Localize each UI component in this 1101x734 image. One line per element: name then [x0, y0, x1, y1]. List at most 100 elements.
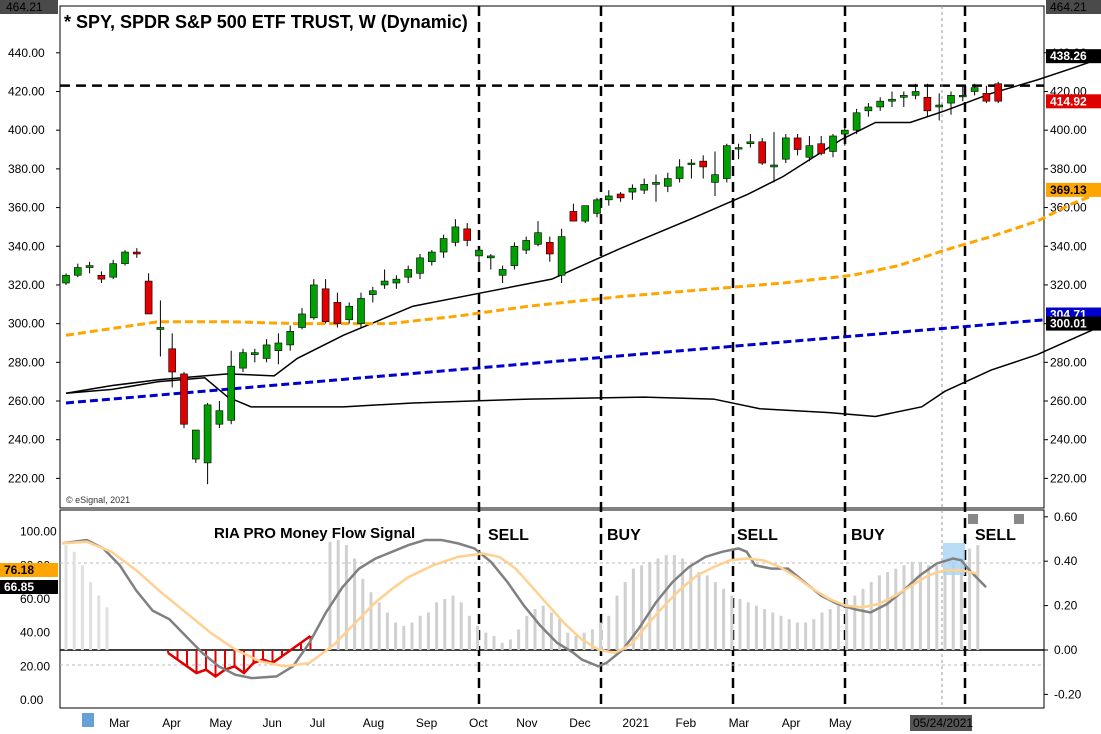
candle-body — [840, 129, 849, 135]
candle-body — [817, 143, 826, 154]
x-month-label: May — [209, 716, 232, 730]
candle-body — [109, 263, 117, 278]
y-tick-label-left: 400.00 — [8, 123, 45, 137]
y-tick-label-right: 400.00 — [1050, 123, 1087, 137]
candle-body — [781, 137, 790, 160]
y-tick-label-right: 340.00 — [1050, 239, 1087, 253]
ind-y-tick-label: 60.00 — [20, 592, 50, 606]
candle-body — [888, 98, 896, 102]
candle-body — [935, 104, 944, 108]
x-month-label: Apr — [782, 716, 801, 730]
overlay-line-ma-long — [65, 190, 1101, 337]
candle-body — [805, 145, 814, 158]
y-tick-label-left: 420.00 — [8, 84, 45, 98]
price-tag-bg — [1046, 182, 1101, 197]
y-tick-label-left: 300.00 — [8, 317, 45, 331]
signal-label: SELL — [975, 527, 1016, 544]
price-tag-label: 300.01 — [1050, 317, 1087, 331]
y-tick-label-right: 240.00 — [1050, 433, 1087, 447]
ind-right-tick-label: 0.20 — [1054, 599, 1078, 613]
candle-body — [758, 141, 767, 164]
candle-body — [911, 91, 920, 96]
candle-body — [864, 106, 873, 112]
candle-body — [829, 135, 837, 152]
x-month-label: Aug — [363, 716, 384, 730]
ind-right-tick-label: 0.00 — [1054, 643, 1078, 657]
candle-body — [569, 211, 578, 222]
candle-body — [203, 404, 212, 464]
ind-y-tick-label: 100.00 — [20, 525, 57, 539]
candle-body — [581, 205, 590, 222]
ind-right-tick-label: -0.20 — [1054, 687, 1082, 701]
price-panel-frame — [59, 5, 1045, 509]
y-tick-label-right: 220.00 — [1050, 471, 1087, 485]
candle-body — [746, 141, 755, 145]
candle-body — [274, 342, 283, 352]
candle-body — [404, 269, 413, 278]
candle-body — [251, 352, 259, 355]
candle-body — [711, 174, 719, 183]
candle-body — [793, 137, 802, 150]
date-marker-bg — [910, 715, 972, 731]
candle-body — [557, 236, 566, 276]
candle-body — [262, 344, 271, 359]
candle-body — [770, 164, 778, 168]
candle-body — [62, 274, 70, 284]
price-tag-bg — [1046, 94, 1101, 109]
candle-body — [970, 87, 979, 92]
candle-body — [958, 95, 967, 98]
candle-body — [628, 187, 637, 193]
candle-body — [298, 313, 306, 328]
ind-value-tag-bg — [0, 580, 58, 594]
overlay-line-ma-200 — [65, 313, 1101, 405]
ind-value-tag-label: 76.18 — [4, 563, 34, 577]
marker-square — [1014, 514, 1024, 524]
candle-body — [899, 95, 908, 98]
price-tag-bg — [1046, 316, 1101, 331]
candle-body — [392, 278, 401, 284]
x-month-label: Oct — [469, 716, 488, 730]
chart-title: * SPY, SPDR S&P 500 ETF TRUST, W (Dynami… — [64, 12, 468, 32]
x-month-label: Mar — [109, 716, 130, 730]
candle-body — [192, 429, 200, 460]
candle-body — [74, 267, 82, 276]
y-tick-label-left: 280.00 — [8, 355, 45, 369]
candle-body — [699, 160, 708, 168]
candle-body — [345, 305, 354, 321]
candle-body — [923, 96, 932, 112]
candle-body — [156, 327, 165, 330]
overlay-line-lower-band — [65, 325, 1101, 418]
candle-body — [982, 93, 991, 102]
candle-body — [498, 269, 507, 276]
price-tag-label: 438.26 — [1050, 49, 1087, 63]
candle-body — [722, 145, 731, 179]
x-month-label: Mar — [729, 716, 750, 730]
candle-body — [427, 251, 436, 263]
candle-body — [640, 184, 649, 191]
candle-body — [309, 284, 318, 319]
candle-body — [215, 410, 224, 425]
top-left-axis-tag — [0, 0, 58, 14]
candle-body — [368, 290, 377, 295]
y-tick-label-left: 380.00 — [8, 162, 45, 176]
candle-body — [227, 365, 235, 421]
candle-body — [333, 302, 342, 324]
toolbar-icon — [82, 713, 94, 727]
price-tag-label: 414.92 — [1050, 94, 1087, 108]
date-marker-label: 05/24/2021 — [913, 716, 973, 730]
candle-body — [486, 255, 495, 259]
ind-right-tick-label: 0.40 — [1054, 554, 1078, 568]
candle-body — [604, 195, 613, 201]
y-tick-label-right: 380.00 — [1050, 162, 1087, 176]
candle-body — [687, 162, 696, 165]
indicator-line — [61, 540, 978, 668]
y-tick-label-left: 340.00 — [8, 239, 45, 253]
candle-body — [357, 298, 365, 324]
y-tick-label-right: 360.00 — [1050, 201, 1087, 215]
x-month-label: May — [829, 716, 852, 730]
candle-body — [876, 100, 885, 108]
candle-body — [121, 251, 129, 264]
candle-body — [451, 226, 460, 243]
candle-body — [616, 193, 625, 199]
